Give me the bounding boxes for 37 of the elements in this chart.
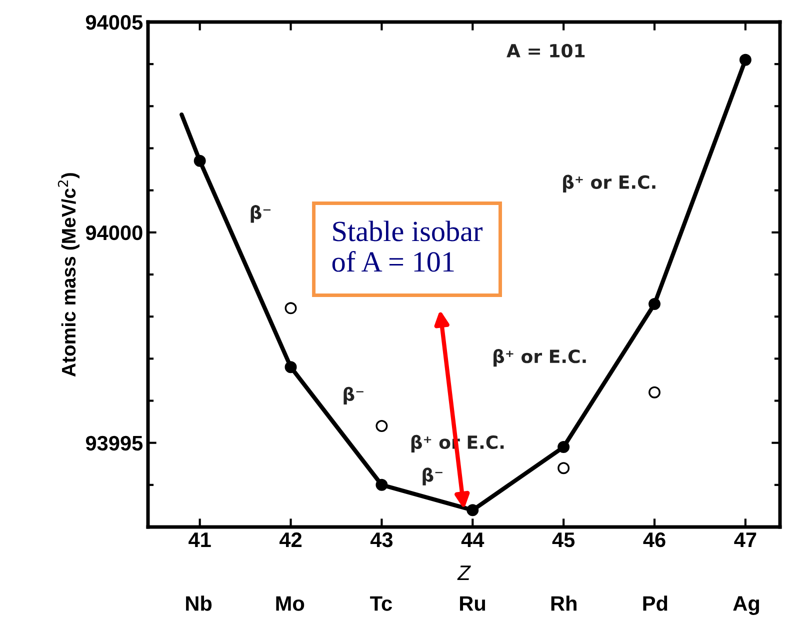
text: Tc — [370, 596, 392, 611]
text: Ru — [460, 596, 486, 611]
y-tick-label: 94000 — [86, 225, 142, 240]
x-tick-label: 47 — [734, 532, 756, 547]
point — [194, 154, 206, 167]
point — [466, 504, 479, 516]
y-tick-label: 93995 — [86, 436, 143, 451]
point — [284, 361, 297, 374]
point — [648, 386, 660, 398]
annotation: β⁻ — [250, 205, 271, 223]
x-tick-label: 43 — [370, 532, 393, 548]
annotation: β⁻ — [422, 468, 442, 486]
x-tick-label: 45 — [552, 532, 575, 548]
text: Rh — [551, 596, 576, 611]
annotation: β⁻ — [344, 386, 364, 405]
annotation: β⁺ or E.C. — [494, 348, 586, 367]
x-tick-label: 46 — [643, 532, 666, 548]
annotation: β⁺ or E.C. — [563, 174, 656, 192]
point — [558, 462, 570, 474]
point — [648, 298, 660, 310]
text: Nb — [186, 596, 212, 611]
x-axis-title: Z — [457, 566, 471, 580]
point — [284, 302, 297, 314]
x-tick-label: 41 — [188, 532, 211, 547]
x-tick-label: 42 — [280, 532, 302, 547]
y-tick-label: 94005 — [86, 15, 143, 30]
point — [739, 54, 752, 66]
point — [558, 441, 570, 454]
annotation: Stable isobar of A = 101 — [332, 220, 482, 272]
x-tick-label: 44 — [461, 532, 484, 547]
text: Ag — [733, 596, 759, 615]
point — [376, 478, 388, 491]
point — [376, 420, 388, 432]
annotation: A = 101 — [506, 44, 585, 58]
text: Mo — [276, 596, 304, 611]
y-axis-title: Atomic mass (MeV/c$^{2}$) — [58, 173, 80, 377]
text: Pd — [643, 596, 668, 611]
